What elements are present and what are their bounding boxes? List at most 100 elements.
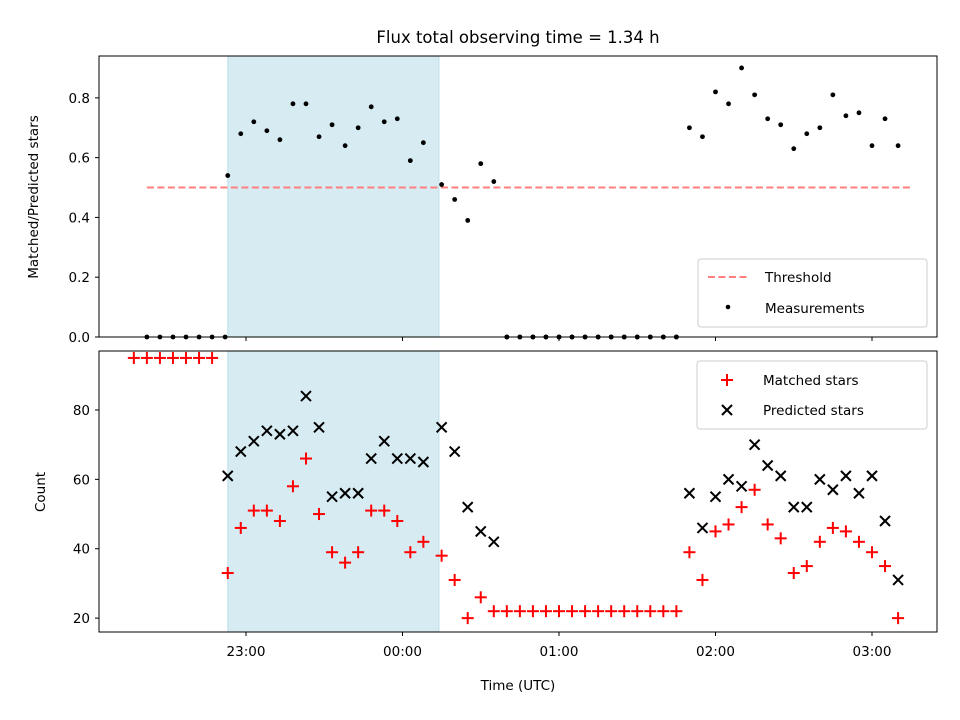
matched-star-point [500, 605, 513, 618]
measurement-point [491, 179, 497, 184]
measurement-point [765, 116, 771, 122]
measurement-point [778, 122, 784, 128]
top-y-axis-label: Matched/Predicted stars [26, 115, 42, 278]
measurement-point [804, 131, 810, 137]
predicted-star-point [761, 459, 774, 472]
matched-star-point [644, 605, 657, 618]
matched-star-point [378, 504, 391, 517]
matched-star-point [526, 605, 539, 618]
predicted-star-point [722, 473, 735, 486]
bottom-y-ticks: 20 40 60 80 [73, 403, 99, 627]
matched-star-point [761, 518, 774, 531]
matched-star-point [566, 605, 579, 618]
matched-star-point [391, 514, 404, 527]
measurement-point [225, 173, 231, 178]
top-y-tick-label: 0.4 [69, 210, 90, 226]
predicted-star-point [709, 490, 722, 503]
measurement-point [869, 143, 875, 149]
predicted-star-point [696, 522, 709, 534]
predicted-star-point [326, 490, 338, 503]
matched-star-point [696, 573, 709, 586]
predicted-star-point [391, 452, 403, 465]
matched-star-point [722, 518, 735, 531]
legend-threshold-label: Threshold [764, 270, 832, 286]
legend-measurements-label: Measurements [765, 301, 865, 317]
top-y-tick-label: 0.6 [69, 151, 90, 167]
matched-star-point [299, 452, 312, 465]
matched-star-point [260, 504, 273, 517]
bottom-y-axis-label: Count [33, 472, 49, 512]
predicted-star-point [365, 452, 377, 465]
top-legend-box [697, 258, 928, 328]
top-y-tick-label: 0.8 [69, 91, 90, 107]
matched-star-point [605, 605, 618, 618]
bottom-y-tick-label: 40 [73, 542, 90, 558]
matched-star-point [487, 605, 500, 618]
measurement-point [895, 143, 901, 149]
predicted-star-point [339, 487, 351, 499]
matched-star-point [180, 351, 193, 364]
predicted-star-point [378, 435, 390, 447]
x-tick-label: 00:00 [383, 644, 422, 660]
matched-star-point [352, 546, 365, 559]
measurement-point [394, 116, 400, 122]
bottom-observing-window-shade [227, 350, 440, 633]
measurement-point [290, 101, 296, 107]
top-axes-frame [98, 55, 938, 338]
measurement-point [791, 146, 797, 152]
predicted-star-point [235, 445, 247, 458]
top-panel: 0.00.20.40.60.8 Matched/Predicted stars … [26, 55, 938, 346]
measurement-point [713, 89, 718, 95]
matched-star-point [326, 546, 339, 559]
matched-star-point [852, 535, 865, 548]
x-axis-label: Time (UTC) [480, 678, 556, 694]
matched-star-point [800, 560, 813, 573]
matched-star-point [579, 605, 592, 618]
predicted-star-point [866, 470, 878, 482]
measurement-point [739, 65, 744, 71]
matched-star-point [404, 546, 417, 559]
matched-star-point [774, 532, 787, 545]
top-y-tick-label: 0.2 [69, 270, 90, 286]
bottom-y-tick-label: 80 [73, 403, 90, 419]
x-tick-label: 01:00 [540, 644, 579, 660]
matched-star-point [839, 525, 852, 538]
matched-star-point [539, 605, 552, 618]
predicted-star-point [814, 473, 826, 486]
predicted-star-point [840, 470, 852, 482]
bottom-legend: Matched stars Predicted stars [696, 360, 928, 430]
measurement-point [238, 131, 244, 137]
bottom-legend-box [696, 360, 928, 430]
bottom-axes-frame [98, 350, 938, 633]
predicted-star-point [892, 574, 904, 586]
matched-star-point [618, 605, 631, 618]
matched-star-point [553, 605, 565, 618]
measurement-point [420, 140, 426, 146]
matched-star-point [513, 605, 526, 618]
measurement-point [478, 161, 484, 167]
matched-star-point [448, 573, 461, 586]
matched-star-point [166, 351, 179, 364]
x-tick-label: 03:00 [853, 644, 892, 660]
matched-stars-points [127, 351, 905, 625]
matched-star-point [234, 521, 247, 534]
matched-star-point [286, 480, 299, 493]
bottom-x-ticks: 23:00 00:00 01:00 02:00 03:00 [227, 632, 892, 660]
measurement-point [439, 182, 445, 187]
bottom-y-tick-label: 20 [73, 611, 90, 627]
predicted-star-point [313, 421, 325, 434]
matched-star-point [787, 567, 800, 580]
measurement-point [882, 116, 888, 122]
matched-star-point [592, 605, 605, 618]
predicted-star-point [748, 438, 761, 451]
matched-star-point [140, 351, 153, 364]
chart-title: Flux total observing time = 1.34 h [376, 28, 659, 47]
legend-matched-label: Matched stars [763, 373, 859, 389]
matched-star-point [748, 483, 761, 496]
legend-measurements-swatch [725, 304, 731, 310]
matched-star-point [273, 514, 286, 527]
measurement-point [264, 128, 270, 134]
measurement-point [342, 143, 348, 149]
